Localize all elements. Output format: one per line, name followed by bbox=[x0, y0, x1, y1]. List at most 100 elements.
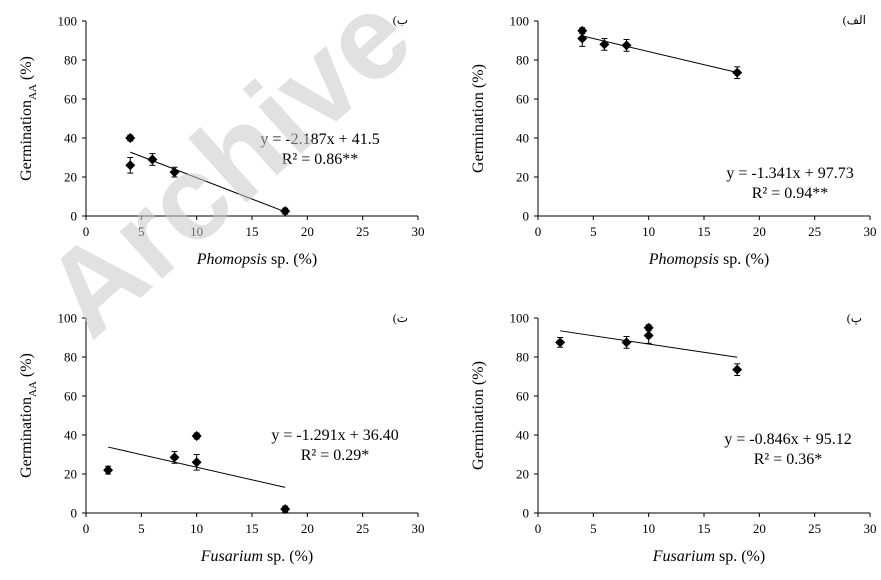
y-axis-label-subscript: AA bbox=[27, 381, 39, 397]
x-tick-label: 10 bbox=[190, 521, 203, 536]
trend-line bbox=[582, 35, 738, 73]
panel-label: (ب bbox=[393, 13, 408, 27]
panel-label: (الف bbox=[843, 13, 866, 27]
trend-line bbox=[130, 151, 286, 213]
data-point-diamond bbox=[599, 39, 610, 50]
data-point-diamond bbox=[621, 40, 632, 51]
x-axis-label-genus: Fusarium bbox=[652, 548, 715, 565]
y-tick-label: 40 bbox=[64, 428, 77, 443]
regression-equation: y = -2.187x + 41.5 bbox=[260, 131, 379, 148]
x-tick-label: 30 bbox=[864, 521, 877, 536]
data-point-diamond bbox=[103, 465, 114, 476]
data-point-diamond bbox=[147, 154, 158, 165]
x-tick-label: 30 bbox=[412, 224, 425, 239]
x-axis-label: Phomopsis sp. (%) bbox=[196, 251, 317, 268]
x-tick-label: 20 bbox=[301, 521, 314, 536]
x-tick-label: 15 bbox=[246, 224, 259, 239]
chart-panel-3: 0 20 40 60 80 100 0 5 10 15 20 25 30 Fusarium sp. (%)… bbox=[18, 311, 425, 566]
y-tick-label: 60 bbox=[516, 92, 529, 107]
y-tick-label: 80 bbox=[64, 53, 77, 68]
y-tick-label: 100 bbox=[510, 14, 530, 29]
regression-equation: y = -0.846x + 95.12 bbox=[724, 431, 851, 448]
y-axis-label-unit: (%) bbox=[18, 353, 35, 381]
x-tick-label: 15 bbox=[698, 521, 711, 536]
data-point-diamond bbox=[125, 160, 136, 171]
y-tick-label: 20 bbox=[64, 467, 77, 482]
x-tick-label: 5 bbox=[590, 521, 597, 536]
x-tick-label: 10 bbox=[642, 224, 655, 239]
y-axis-label-unit: (%) bbox=[18, 56, 35, 84]
panel-label: (ت bbox=[393, 311, 408, 325]
chart-panel-1: 0 20 40 60 80 100 0 5 10 15 20 25 30 Phomopsis sp. (%… bbox=[18, 13, 425, 268]
x-tick-label: 25 bbox=[808, 521, 821, 536]
chart-panel-4: 0 20 40 60 80 100 0 5 10 15 20 25 30 Fusarium sp. (%)… bbox=[470, 311, 877, 566]
y-tick-label: 60 bbox=[64, 92, 77, 107]
y-axis-label: Germination (%) bbox=[470, 64, 487, 173]
y-tick-label: 0 bbox=[71, 209, 78, 224]
r-squared: R² = 0.86** bbox=[282, 151, 359, 168]
y-axis-label: Germination (%) bbox=[470, 361, 487, 470]
y-tick-label: 0 bbox=[71, 506, 78, 521]
data-point-diamond bbox=[621, 337, 632, 348]
x-axis-label: Phomopsis sp. (%) bbox=[648, 251, 769, 268]
data-point-diamond bbox=[191, 457, 202, 468]
data-point-diamond bbox=[280, 504, 291, 515]
y-tick-label: 80 bbox=[516, 53, 529, 68]
data-point-diamond bbox=[577, 33, 588, 44]
data-point-diamond bbox=[169, 452, 180, 463]
x-axis-label-genus: Phomopsis bbox=[648, 251, 719, 268]
x-tick-label: 10 bbox=[190, 224, 203, 239]
x-axis-label-unit: sp. (%) bbox=[263, 548, 313, 565]
y-tick-label: 20 bbox=[516, 170, 529, 185]
y-tick-label: 80 bbox=[64, 350, 77, 365]
x-tick-label: 10 bbox=[642, 521, 655, 536]
x-tick-label: 20 bbox=[301, 224, 314, 239]
regression-equation: y = -1.291x + 36.40 bbox=[271, 427, 398, 444]
x-tick-label: 20 bbox=[753, 521, 766, 536]
y-tick-label: 40 bbox=[64, 131, 77, 146]
y-axis-label: GerminationAA (%) bbox=[18, 56, 39, 181]
x-tick-label: 25 bbox=[356, 224, 369, 239]
chart-panel-2: 0 20 40 60 80 100 0 5 10 15 20 25 30 Phomopsis sp. (%… bbox=[470, 13, 877, 268]
data-point-diamond bbox=[555, 337, 566, 348]
x-tick-label: 30 bbox=[864, 224, 877, 239]
x-tick-label: 0 bbox=[535, 521, 542, 536]
y-tick-label: 0 bbox=[523, 506, 530, 521]
x-axis-label-unit: sp. (%) bbox=[719, 251, 769, 268]
data-point-diamond bbox=[732, 364, 743, 375]
y-axis-label-unit: (%) bbox=[470, 64, 487, 92]
y-axis-label-main: Germination bbox=[470, 389, 487, 470]
y-axis-label-main: Germination bbox=[18, 397, 35, 478]
x-tick-label: 15 bbox=[698, 224, 711, 239]
data-point-diamond bbox=[169, 167, 180, 178]
x-tick-label: 20 bbox=[753, 224, 766, 239]
x-tick-label: 25 bbox=[356, 521, 369, 536]
y-tick-label: 60 bbox=[64, 389, 77, 404]
y-tick-label: 100 bbox=[58, 311, 78, 326]
x-tick-label: 30 bbox=[412, 521, 425, 536]
r-squared: R² = 0.94** bbox=[752, 185, 829, 202]
x-tick-label: 5 bbox=[138, 521, 145, 536]
y-tick-label: 60 bbox=[516, 389, 529, 404]
y-tick-label: 80 bbox=[516, 350, 529, 365]
y-axis-label-unit: (%) bbox=[470, 361, 487, 389]
y-tick-label: 0 bbox=[523, 209, 530, 224]
y-tick-label: 40 bbox=[516, 428, 529, 443]
x-tick-label: 0 bbox=[83, 224, 90, 239]
x-axis-label-unit: sp. (%) bbox=[715, 548, 765, 565]
data-point-diamond bbox=[191, 430, 202, 441]
x-tick-label: 15 bbox=[246, 521, 259, 536]
y-tick-label: 100 bbox=[58, 14, 78, 29]
y-axis-label-main: Germination bbox=[18, 100, 35, 181]
r-squared: R² = 0.29* bbox=[301, 447, 370, 464]
data-point-diamond bbox=[643, 330, 654, 341]
x-tick-label: 5 bbox=[138, 224, 145, 239]
x-tick-label: 5 bbox=[590, 224, 597, 239]
panel-label: (پ bbox=[847, 311, 862, 325]
regression-equation: y = -1.341x + 97.73 bbox=[726, 165, 853, 182]
y-tick-label: 20 bbox=[516, 467, 529, 482]
x-tick-label: 0 bbox=[535, 224, 542, 239]
data-point-diamond bbox=[732, 67, 743, 78]
y-tick-label: 20 bbox=[64, 170, 77, 185]
